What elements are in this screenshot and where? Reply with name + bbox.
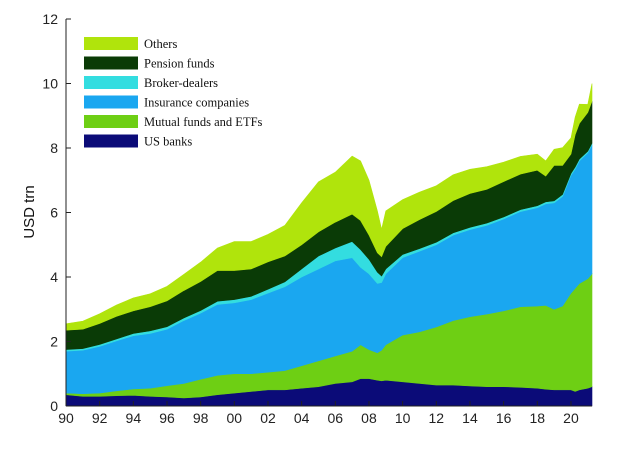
legend-swatch	[84, 37, 138, 50]
x-tick-label: 90	[58, 410, 74, 426]
legend-label: Broker-dealers	[144, 76, 218, 90]
legend-label: Mutual funds and ETFs	[144, 115, 263, 129]
legend-swatch	[84, 115, 138, 128]
legend-swatch	[84, 95, 138, 109]
areas-layer	[65, 83, 593, 407]
x-tick-label: 04	[294, 410, 310, 426]
x-tick-label: 12	[429, 410, 445, 426]
legend-label: US banks	[144, 135, 192, 149]
x-tick-label: 94	[126, 410, 142, 426]
legend-item-mutual-funds-and-etfs: Mutual funds and ETFs	[84, 115, 263, 129]
x-tick-label: 96	[159, 410, 175, 426]
y-tick-label: 2	[50, 334, 58, 350]
x-tick-label: 16	[496, 410, 512, 426]
legend-swatch	[84, 134, 138, 148]
legend-item-others: Others	[84, 37, 177, 51]
legend-item-pension-funds: Pension funds	[84, 56, 215, 71]
x-tick-label: 08	[361, 410, 377, 426]
x-tick-label: 18	[530, 410, 546, 426]
legend-swatch	[84, 76, 138, 89]
area-others	[65, 83, 593, 331]
legend-label: Others	[144, 37, 177, 51]
y-tick-label: 4	[50, 269, 58, 285]
legend: Others Pension funds Broker-dealers Insuran…	[84, 37, 263, 149]
y-tick-label: 6	[50, 205, 58, 221]
legend-item-us-banks: US banks	[84, 134, 192, 149]
x-tick-label: 98	[193, 410, 209, 426]
y-axis-title: USD trn	[21, 185, 38, 238]
x-tick-label: 00	[227, 410, 243, 426]
x-tick-label: 14	[462, 410, 478, 426]
x-tick-label: 20	[563, 410, 579, 426]
legend-label: Pension funds	[144, 57, 215, 71]
y-tick-label: 0	[50, 398, 58, 414]
x-tick-label: 06	[328, 410, 344, 426]
legend-label: Insurance companies	[144, 96, 249, 110]
x-tick-label: 02	[260, 410, 276, 426]
y-tick-label: 8	[50, 140, 58, 156]
x-tick-label: 10	[395, 410, 411, 426]
x-tick-label: 92	[92, 410, 108, 426]
y-tick-label: 10	[42, 76, 58, 92]
legend-item-insurance-companies: Insurance companies	[84, 95, 249, 110]
legend-swatch	[84, 56, 138, 70]
y-tick-label: 12	[42, 11, 58, 27]
legend-item-broker-dealers: Broker-dealers	[84, 76, 218, 90]
